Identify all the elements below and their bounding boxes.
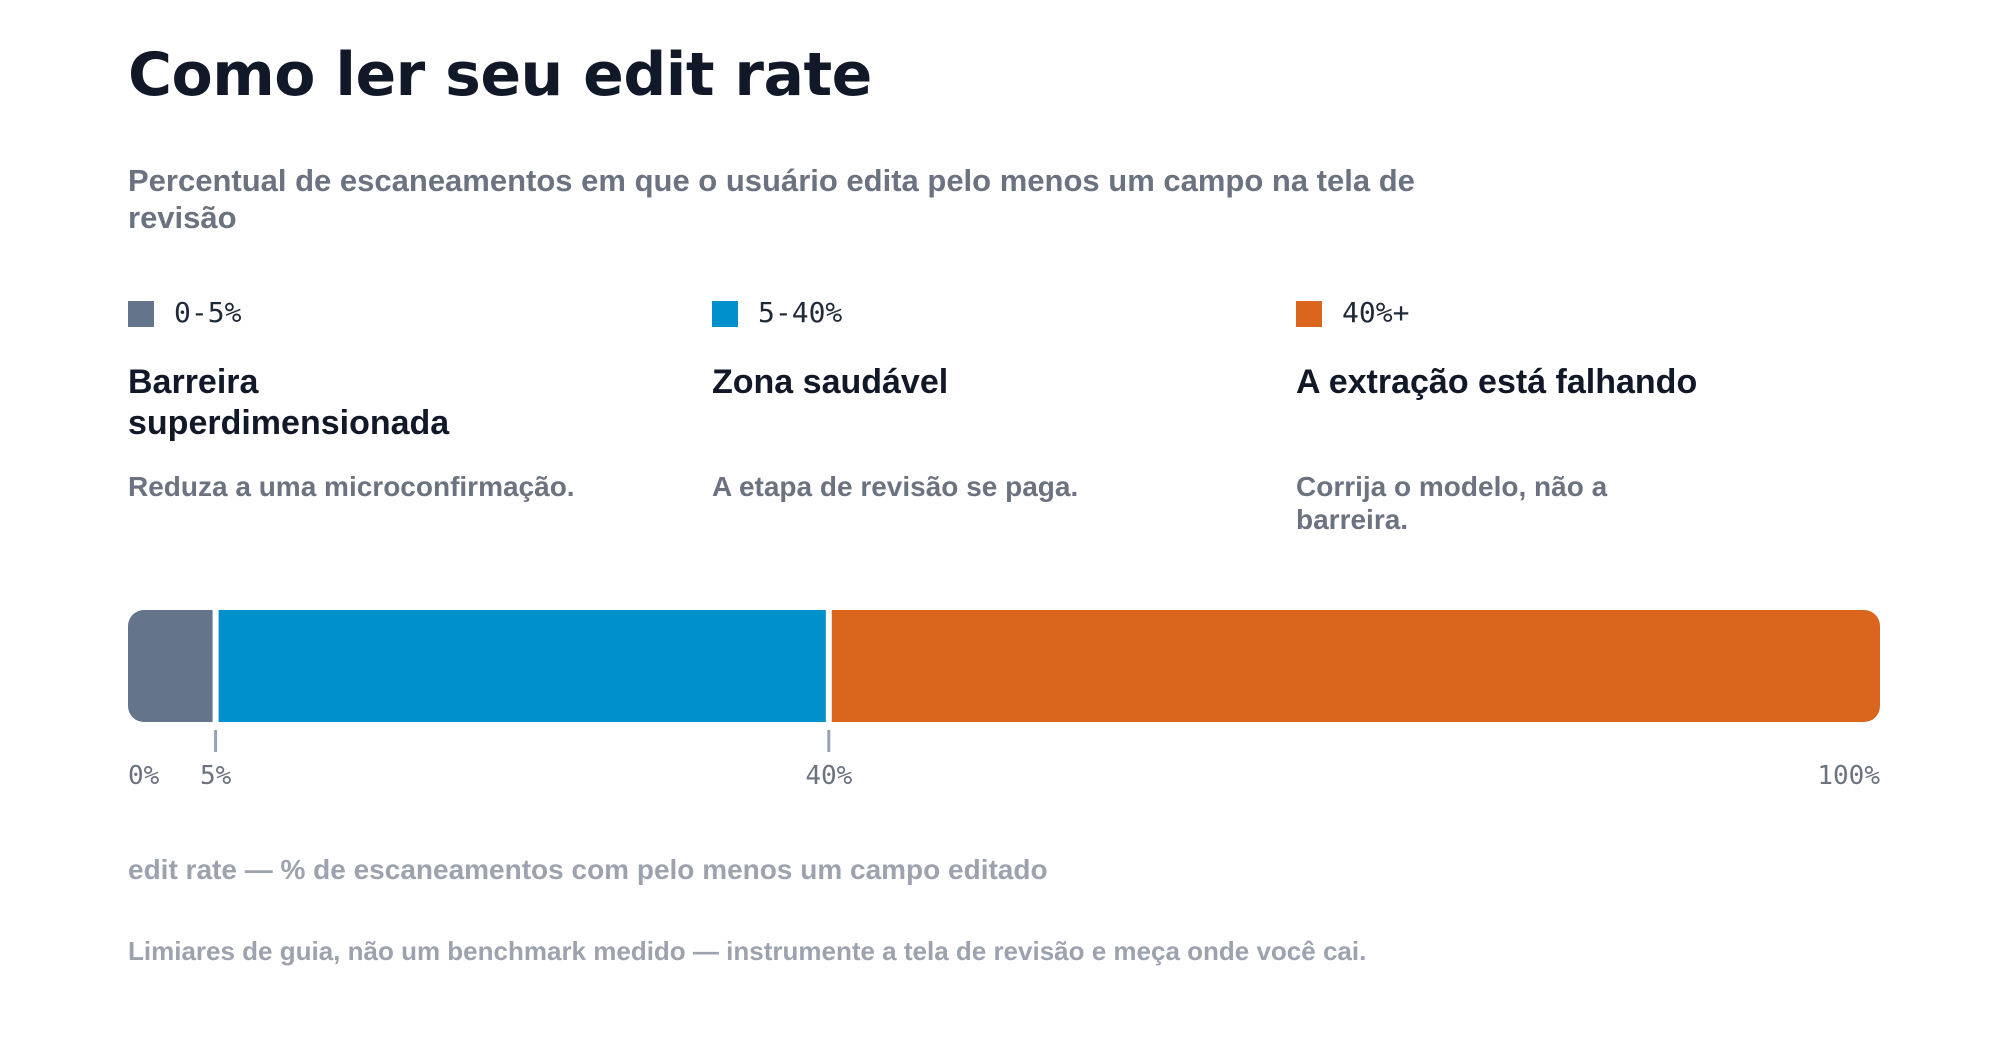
tick-label-100: 100%: [1817, 761, 1880, 791]
zone-title-healthy: Zona saudável: [712, 363, 949, 401]
footnote: Limiares de guia, não um benchmark medid…: [128, 936, 1367, 966]
legend-range-low: 0-5%: [174, 295, 242, 329]
legend-swatch-healthy: [712, 301, 738, 327]
legend-range-healthy: 5-40%: [758, 295, 843, 329]
legend-swatch-failing: [1296, 301, 1322, 327]
edit-rate-bar-chart: 0% 5% 40% 100%: [128, 610, 1880, 791]
zone-description-healthy: A etapa de revisão se paga.: [712, 471, 1079, 502]
legend-swatch-low: [128, 301, 154, 327]
zone-card-failing: 40%+ A extração está falhando Corrija o …: [1296, 292, 1856, 535]
zone-description-low: Reduza a uma microconfirmação.: [128, 471, 575, 502]
page-subtitle: Percentual de escaneamentos em que o usu…: [128, 163, 1415, 235]
zone-description-failing: Corrija o modelo, não a barreira.: [1296, 471, 1608, 535]
bar-segment-3: [831, 610, 1880, 722]
zone-title-failing: A extração está falhando: [1296, 363, 1698, 401]
page-title: Como ler seu edit rate: [128, 40, 872, 110]
legend-entry-healthy: 5-40%: [712, 292, 1272, 332]
tick-label-5: 5%: [200, 761, 232, 791]
bar-segment-2: [218, 610, 826, 722]
bar-segment-1: [128, 610, 213, 722]
zone-card-low: 0-5% Barreira superdimensionada Reduza a…: [128, 292, 688, 502]
tick-label-0: 0%: [128, 761, 160, 791]
legend-entry-low: 0-5%: [128, 292, 688, 332]
x-axis-label: edit rate — % de escaneamentos com pelo …: [128, 854, 1048, 885]
tick-label-40: 40%: [805, 761, 852, 791]
zone-card-healthy: 5-40% Zona saudável A etapa de revisão s…: [712, 292, 1272, 502]
page: Como ler seu edit rate Percentual de esc…: [128, 0, 1880, 1040]
legend-range-failing: 40%+: [1342, 295, 1410, 329]
zone-title-low: Barreira superdimensionada: [128, 363, 450, 442]
legend-entry-failing: 40%+: [1296, 292, 1856, 332]
